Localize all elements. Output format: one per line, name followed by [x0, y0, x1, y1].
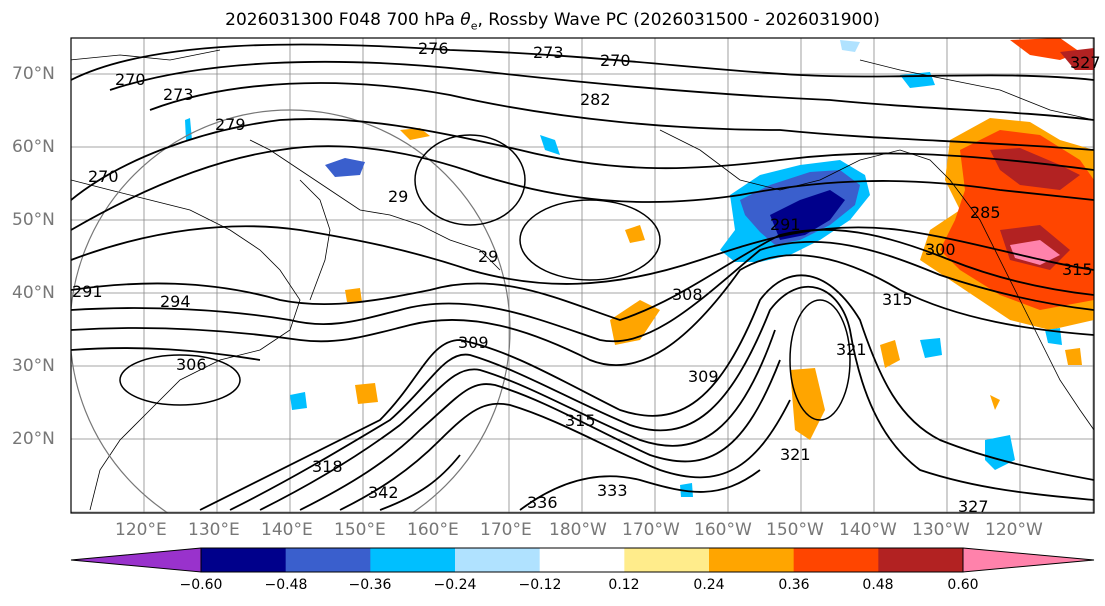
lon-label: 160°W [694, 520, 752, 540]
lon-label: 150°W [766, 520, 824, 540]
colorbar-frame [200, 547, 964, 573]
contour-label: 273 [533, 43, 564, 62]
colorbar-tick: −0.12 [518, 577, 562, 593]
colorbar-segment [539, 548, 625, 572]
contour-label: 306 [176, 355, 207, 374]
colorbar-tick: −0.60 [179, 577, 223, 593]
colorbar-right-arrow [962, 547, 1095, 573]
contour-label-group: 276 273 270 270 273 279 282 270 291 29 2… [72, 39, 1101, 516]
contour-label: 318 [312, 457, 343, 476]
contour-label: 291 [770, 215, 801, 234]
coastlines [71, 49, 1094, 511]
contour-label: 342 [368, 483, 399, 502]
lat-label: 30°N [12, 356, 55, 376]
lon-label: 160°E [407, 520, 459, 540]
lat-label: 20°N [12, 429, 55, 449]
pc-negative-gulf-alaska [720, 160, 870, 262]
contour-label: 270 [88, 167, 119, 186]
colorbar-segment [370, 548, 456, 572]
colorbar-segment [793, 548, 879, 572]
colorbar [70, 547, 1095, 573]
colorbar-tick: −0.36 [348, 577, 392, 593]
colorbar-tick: 0.12 [608, 577, 640, 593]
contour-label: 327 [1070, 53, 1101, 72]
colorbar-segment [878, 548, 964, 572]
contour-label: 276 [418, 39, 449, 58]
lat-label: 60°N [12, 137, 55, 157]
colorbar-segment [624, 548, 710, 572]
lon-label: 150°E [334, 520, 386, 540]
colorbar-tick: 0.60 [947, 577, 979, 593]
colorbar-left-arrow [70, 547, 202, 573]
lon-label: 170°E [480, 520, 532, 540]
contour-label: 321 [780, 445, 811, 464]
map-title: 2026031300 F048 700 hPa θe, Rossby Wave … [225, 10, 880, 33]
map-frame [70, 37, 1095, 514]
lon-label: 120°W [985, 520, 1043, 540]
lon-label: 120°E [115, 520, 167, 540]
colorbar-segment [455, 548, 541, 572]
contour-label: 29 [388, 187, 408, 206]
colorbar-tick: 0.24 [693, 577, 725, 593]
lat-label: 40°N [12, 283, 55, 303]
colorbar-segment [201, 548, 287, 572]
colorbar-tick: 0.48 [862, 577, 894, 593]
contour-label: 336 [527, 493, 558, 512]
contour-label: 29 [478, 247, 498, 266]
lon-label: 170°W [622, 520, 680, 540]
contour-label: 308 [672, 285, 703, 304]
colorbar-tick: 0.36 [778, 577, 810, 593]
lon-label: 130°E [188, 520, 240, 540]
region-circle [71, 109, 511, 513]
contour-label: 315 [565, 411, 596, 430]
contour-label: 282 [580, 90, 611, 109]
colorbar-tick: −0.24 [433, 577, 477, 593]
contour-label: 315 [1062, 260, 1093, 279]
lon-label: 140°E [261, 520, 313, 540]
lon-label: 130°W [912, 520, 970, 540]
contour-label: 309 [458, 333, 489, 352]
lat-label: 70°N [12, 64, 55, 84]
contour-label: 327 [958, 497, 989, 516]
contour-label: 300 [925, 240, 956, 259]
theta-e-closed-contours [119, 134, 851, 421]
theta-e-contours [71, 43, 1094, 511]
contour-label: 291 [72, 282, 103, 301]
lon-label: 140°W [839, 520, 897, 540]
lon-label: 180°W [549, 520, 607, 540]
colorbar-segment [709, 548, 795, 572]
colorbar-tick: −0.48 [264, 577, 308, 593]
contour-label: 315 [882, 290, 913, 309]
contour-label: 279 [215, 115, 246, 134]
contour-label: 270 [600, 51, 631, 70]
lat-label: 50°N [12, 210, 55, 230]
contour-label: 270 [115, 70, 146, 89]
contour-label: 309 [688, 367, 719, 386]
contour-label: 321 [836, 340, 867, 359]
contour-label: 285 [970, 203, 1001, 222]
colorbar-segment [285, 548, 371, 572]
contour-label: 333 [597, 481, 628, 500]
pc-positive-west-america [920, 38, 1094, 330]
contour-label: 273 [163, 85, 194, 104]
contour-label: 294 [160, 292, 191, 311]
